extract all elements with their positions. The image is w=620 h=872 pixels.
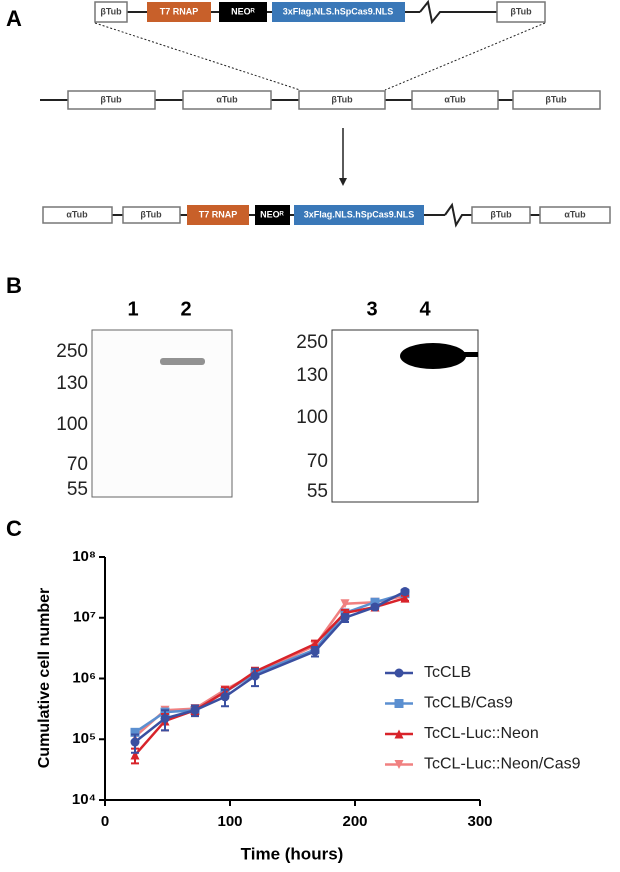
legend-label: TcCLB/Cas9 [424, 695, 513, 712]
point [130, 750, 140, 760]
gene-label: NEOᴿ [231, 6, 256, 16]
lane-label: 4 [419, 298, 431, 320]
point [340, 613, 350, 623]
panel-letter: B [6, 273, 22, 298]
lane-label: 2 [180, 298, 191, 320]
arrow-head [339, 178, 347, 186]
x-tick-label: 200 [342, 813, 367, 830]
legend-marker [394, 699, 404, 708]
y-axis-label: Cumulative cell number [36, 588, 53, 769]
point [190, 705, 200, 715]
panel-letter: A [6, 6, 22, 31]
gene-label: αTub [66, 209, 88, 219]
x-tick-label: 100 [217, 813, 242, 830]
blot: 1 2 250 130 100 70 55 [56, 298, 233, 500]
gene-label: βTub [100, 94, 122, 104]
point [160, 713, 170, 723]
legend-label: TcCLB [424, 664, 471, 681]
gene-label: βTub [100, 6, 122, 16]
series-line [134, 596, 406, 756]
gene-label: βTub [545, 94, 567, 104]
point [400, 593, 410, 603]
blot: 3 4 250 130 100 70 55 [296, 298, 479, 503]
gene-label: βTub [510, 6, 532, 16]
locus: βTub αTub βTub αTub βTub [40, 90, 601, 110]
point [220, 692, 230, 702]
point [400, 587, 410, 597]
gene-label: βTub [331, 94, 353, 104]
marker-label: 250 [56, 341, 88, 362]
gene-label: NEOᴿ [260, 209, 285, 219]
insert-construct: βTub T7 RNAP NEOᴿ 3xFlag.NLS.hSpCas9.NLS… [94, 0, 546, 25]
series-line [134, 592, 406, 734]
point [370, 597, 380, 607]
gene-label: T7 RNAP [199, 209, 238, 219]
marker-label: 130 [296, 365, 328, 386]
marker-label: 55 [307, 481, 328, 502]
legend-label: TcCL-Luc::Neon/Cas9 [424, 756, 581, 773]
y-tick-label: 10⁵ [72, 730, 96, 747]
point [370, 602, 380, 612]
marker-label: 100 [296, 407, 328, 428]
legend-marker [394, 729, 404, 739]
lane-label: 3 [366, 298, 377, 320]
gene-label: αTub [444, 94, 466, 104]
legend-label: TcCL-Luc::Neon [424, 725, 539, 742]
lane-label: 1 [127, 298, 138, 320]
point [250, 671, 260, 681]
homology-line [384, 22, 546, 91]
marker-label: 100 [56, 414, 88, 435]
marker-label: 130 [56, 373, 88, 394]
legend-marker [394, 668, 404, 678]
gene-label: βTub [490, 209, 512, 219]
x-tick-label: 0 [101, 813, 109, 830]
point [340, 599, 350, 609]
legend-marker [394, 760, 404, 769]
marker-label: 55 [67, 479, 88, 500]
result-locus: αTub βTub T7 RNAP NEOᴿ 3xFlag.NLS.hSpCas… [42, 202, 611, 228]
marker-label: 250 [296, 332, 328, 353]
gene-label: T7 RNAP [160, 6, 199, 16]
marker-label: 70 [307, 451, 328, 472]
point [130, 727, 140, 737]
gene-label: αTub [564, 209, 586, 219]
homology-line [94, 22, 301, 91]
marker-label: 70 [67, 454, 88, 475]
x-axis-label: Time (hours) [241, 844, 344, 863]
panel-letter: C [6, 516, 22, 541]
y-tick-label: 10⁸ [72, 548, 96, 565]
point [310, 646, 320, 656]
gene-label: αTub [216, 94, 238, 104]
gene-label: βTub [140, 209, 162, 219]
y-tick-label: 10⁶ [72, 669, 96, 686]
x-tick-label: 300 [467, 813, 492, 830]
gene-label: 3xFlag.NLS.hSpCas9.NLS [304, 209, 415, 219]
y-tick-label: 10⁴ [72, 791, 96, 808]
gene-label: 3xFlag.NLS.hSpCas9.NLS [283, 6, 394, 16]
y-tick-label: 10⁷ [73, 609, 96, 626]
point [130, 737, 140, 747]
